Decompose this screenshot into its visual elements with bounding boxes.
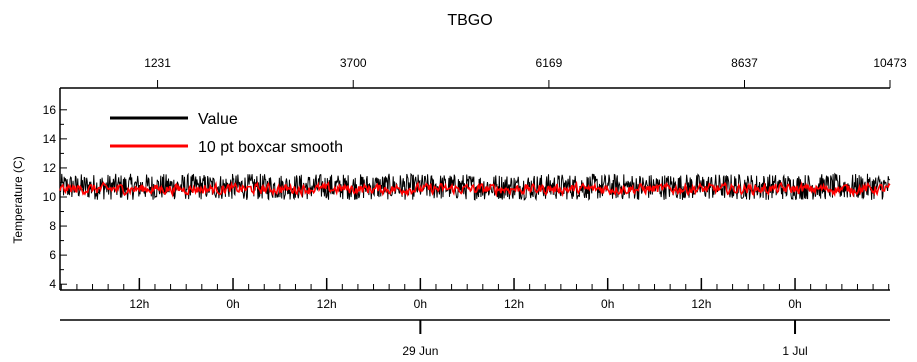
top-axis-tick-label: 3700 (340, 56, 367, 70)
time-tick-label: 0h (414, 297, 427, 311)
y-tick-label: 8 (49, 219, 56, 233)
time-tick-label: 12h (691, 297, 711, 311)
series-smooth-line (59, 180, 891, 198)
date-tick-label: 1 Jul (782, 344, 807, 358)
time-tick-label: 12h (317, 297, 337, 311)
y-tick-label: 12 (43, 161, 57, 175)
plot-frame (59, 87, 890, 321)
time-tick-label: 0h (226, 297, 239, 311)
time-tick-label: 0h (601, 297, 614, 311)
top-axis-tick-label: 10473 (873, 56, 907, 70)
time-tick-label: 0h (788, 297, 801, 311)
top-axis-tick-label: 1231 (144, 56, 171, 70)
legend-label: Value (198, 111, 238, 128)
y-tick-label: 16 (43, 103, 57, 117)
top-axis-tick-label: 6169 (536, 56, 563, 70)
top-axis-tick-label: 8637 (731, 56, 758, 70)
date-tick-label: 29 Jun (402, 344, 438, 358)
legend-label: 10 pt boxcar smooth (198, 139, 343, 156)
time-tick-label: 12h (129, 297, 149, 311)
y-tick-label: 6 (49, 248, 56, 262)
y-tick-label: 10 (43, 190, 57, 204)
y-tick-label: 4 (49, 277, 56, 291)
axes-layer: 4 6 8 10 12 14 16 1231 3700 6169 8637 10473 12h 0h 12h… (43, 56, 907, 358)
series-value-line (59, 172, 891, 202)
series-layer (59, 172, 891, 202)
chart-title: TBGO (447, 12, 492, 29)
time-tick-label: 12h (504, 297, 524, 311)
y-axis-label: Temperature (C) (11, 156, 25, 243)
y-tick-label: 14 (43, 132, 57, 146)
legend: Value 10 pt boxcar smooth (110, 111, 343, 156)
